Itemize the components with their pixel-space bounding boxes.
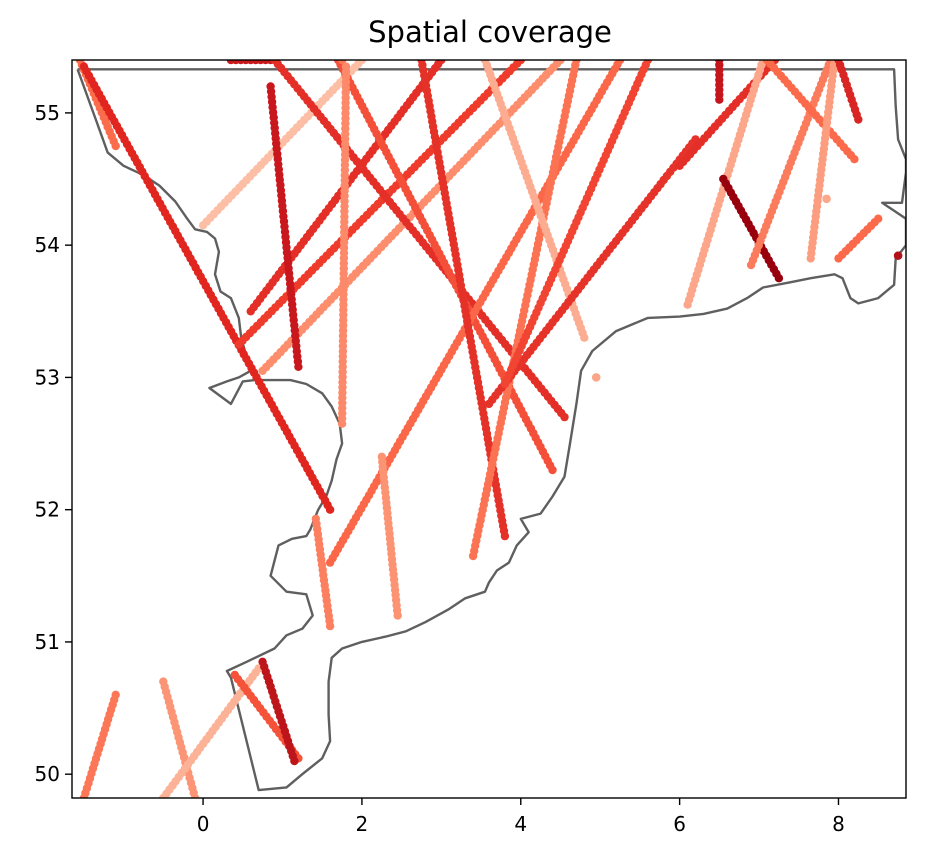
data-point <box>560 412 569 422</box>
track-31 <box>893 251 903 260</box>
data-point <box>190 793 200 798</box>
data-point <box>357 60 367 65</box>
data-point <box>79 793 89 798</box>
data-point <box>643 60 653 65</box>
track-30 <box>834 60 863 124</box>
data-point <box>294 362 303 371</box>
data-point <box>548 465 557 475</box>
data-point <box>500 531 510 541</box>
y-tick-label: 52 <box>35 498 60 522</box>
data-point <box>516 60 525 65</box>
data-point <box>874 214 883 223</box>
x-tick-label: 2 <box>356 812 369 836</box>
data-point <box>774 274 784 283</box>
axes-frame <box>71 59 907 799</box>
track-25 <box>746 60 835 270</box>
track-12 <box>311 514 335 631</box>
track-18 <box>592 373 601 382</box>
chart-title: Spatial coverage <box>368 15 612 49</box>
track-3 <box>226 60 275 65</box>
track-20 <box>500 60 653 389</box>
data-point <box>111 141 120 151</box>
data-point <box>854 115 863 124</box>
x-tick-label: 0 <box>197 812 210 836</box>
data-point <box>290 756 299 766</box>
track-28 <box>822 194 831 204</box>
track-26 <box>762 60 859 164</box>
track-7 <box>266 82 303 371</box>
track-1 <box>79 62 335 514</box>
data-point <box>393 611 402 620</box>
data-point <box>615 60 625 65</box>
track-8 <box>270 60 569 422</box>
track-19 <box>484 135 700 409</box>
data-point <box>580 333 589 342</box>
track-29 <box>834 214 883 263</box>
y-tick-label: 55 <box>35 101 60 125</box>
track-33 <box>159 677 200 798</box>
x-axis: 0 2 4 6 8 <box>197 798 845 836</box>
track-23 <box>683 60 768 309</box>
x-tick-label: 6 <box>673 812 686 836</box>
track-22 <box>675 60 780 170</box>
data-point <box>572 60 581 65</box>
y-tick-label: 54 <box>35 233 60 257</box>
track-36 <box>258 657 299 766</box>
data-point <box>822 194 831 204</box>
x-tick-label: 8 <box>832 812 845 836</box>
data-point <box>556 60 565 65</box>
data-point <box>592 373 601 382</box>
track-14 <box>377 452 402 620</box>
tracks-layer <box>75 60 903 798</box>
y-tick-label: 50 <box>35 762 60 786</box>
data-point <box>893 251 903 260</box>
track-32 <box>79 690 120 798</box>
data-point <box>325 505 335 514</box>
track-13 <box>325 60 625 567</box>
data-point <box>715 95 724 104</box>
data-point <box>437 60 446 65</box>
y-tick-label: 53 <box>35 365 60 389</box>
x-tick-label: 4 <box>514 812 527 836</box>
data-point <box>325 621 335 631</box>
track-11 <box>337 62 351 428</box>
track-21 <box>715 60 724 104</box>
y-axis: 50 51 52 53 54 55 <box>35 101 72 786</box>
y-tick-label: 51 <box>35 630 60 654</box>
track-6 <box>258 60 565 375</box>
data-point <box>850 155 859 164</box>
track-27 <box>806 60 839 263</box>
data-point <box>337 419 347 428</box>
